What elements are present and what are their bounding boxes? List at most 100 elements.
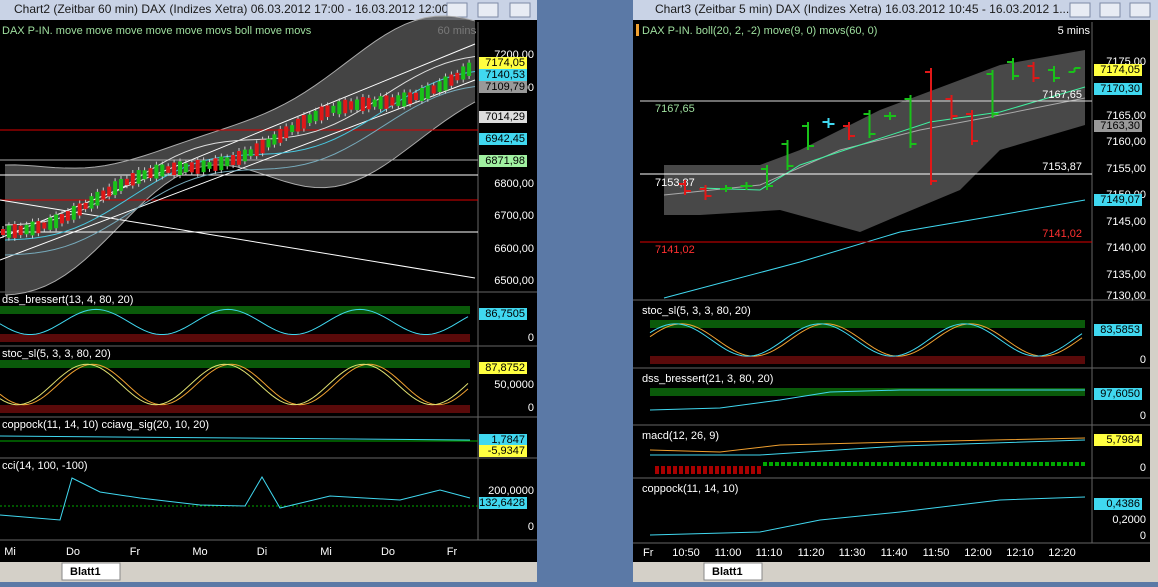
value-box <box>479 434 527 446</box>
indicator-line <box>0 363 469 406</box>
value-box <box>479 445 527 457</box>
candle <box>313 110 318 122</box>
indicator-label: dss_bressert(21, 3, 80, 20) <box>642 373 773 385</box>
candle <box>349 101 354 110</box>
trend-line <box>0 79 476 261</box>
value-box-label: 0,4386 <box>1106 498 1140 510</box>
x-axis-label: Fr <box>130 546 141 558</box>
candle <box>390 97 395 106</box>
candle <box>113 181 118 196</box>
histogram-bar <box>1045 462 1049 466</box>
sheet-tab[interactable] <box>61 562 121 581</box>
line-label: 7167,65 <box>1042 89 1082 101</box>
candle <box>148 168 153 179</box>
candle <box>254 143 259 157</box>
candle <box>207 162 212 169</box>
histogram-bar <box>967 462 971 466</box>
value-box <box>1094 498 1142 510</box>
histogram-bar <box>709 466 713 474</box>
close-button[interactable] <box>509 2 531 18</box>
value-box-label: 7149,07 <box>1100 194 1140 206</box>
histogram-bar <box>751 466 755 474</box>
candle <box>119 178 123 191</box>
candle <box>142 170 147 180</box>
value-box <box>479 308 527 320</box>
candle <box>172 162 177 176</box>
axis-label: 7165,00 <box>1106 110 1146 122</box>
value-box <box>1094 194 1142 206</box>
value-box-label: -5,9347 <box>488 445 525 457</box>
histogram-bar <box>661 466 665 474</box>
axis-label: 200,0000 <box>488 485 534 497</box>
histogram-bar <box>925 462 929 466</box>
candle <box>455 72 460 81</box>
histogram-bar <box>1051 462 1055 466</box>
candle <box>71 205 76 220</box>
histogram-bar <box>769 462 773 466</box>
value-box <box>1094 120 1142 132</box>
histogram-bar <box>781 462 785 466</box>
value-box-label: 6871,98 <box>485 155 525 167</box>
histogram-bar <box>937 462 941 466</box>
histogram-bar <box>943 462 947 466</box>
candle <box>242 149 247 162</box>
x-axis-label: 11:00 <box>715 547 742 559</box>
candle <box>325 105 330 118</box>
histogram-bar <box>1021 462 1025 466</box>
candle <box>183 163 188 173</box>
line-label: 7141,02 <box>1042 228 1082 240</box>
x-axis-label: 11:40 <box>881 547 908 559</box>
candle <box>65 211 70 221</box>
histogram-bar <box>1027 462 1031 466</box>
value-box-label: 7140,53 <box>485 69 525 81</box>
maximize-button[interactable] <box>1099 2 1121 18</box>
axis-label: 0 <box>1140 462 1146 474</box>
candle <box>178 161 182 176</box>
candle <box>48 217 53 230</box>
minimize-button[interactable] <box>1069 2 1091 18</box>
x-axis-label: Mi <box>4 546 16 558</box>
value-box-label: 6942,45 <box>485 133 525 145</box>
candle <box>107 186 112 197</box>
histogram-bar <box>691 466 695 474</box>
indicator-label: stoc_sl(5, 3, 3, 80, 20) <box>642 305 751 317</box>
maximize-button[interactable] <box>477 2 499 18</box>
candle <box>83 202 88 210</box>
histogram-bar <box>1039 462 1043 466</box>
indicator-list: DAX P-IN. boll(20, 2, -2) move(9, 0) mov… <box>642 25 877 37</box>
scrollbar[interactable] <box>1150 20 1158 562</box>
x-axis-label: Do <box>66 546 80 558</box>
candle <box>42 222 47 229</box>
value-box-label: 7170,30 <box>1100 83 1140 95</box>
line-label: 7167,65 <box>655 103 695 115</box>
indicator-label: coppock(11, 14, 10) cciavg_sig(20, 10, 2… <box>2 419 209 431</box>
candle <box>272 134 277 145</box>
candle <box>160 164 165 177</box>
close-button[interactable] <box>1129 2 1151 18</box>
candle <box>77 203 82 216</box>
candle <box>95 191 100 206</box>
title-bar <box>0 0 537 20</box>
histogram-bar <box>787 462 791 466</box>
interval-label: 5 mins <box>1058 25 1091 37</box>
axis-label: 50,0000 <box>494 379 534 391</box>
candle <box>337 101 342 115</box>
value-box-label: 7163,30 <box>1100 120 1140 132</box>
histogram-bar <box>979 462 983 466</box>
histogram-bar <box>919 462 923 466</box>
axis-label: 0 <box>528 521 534 533</box>
value-box-label: 86,7505 <box>485 308 525 320</box>
value-box <box>479 81 527 93</box>
histogram-bar <box>679 466 683 474</box>
window-title: Chart3 (Zeitbar 5 min) DAX (Indizes Xetr… <box>655 2 1069 16</box>
candle <box>213 158 218 171</box>
minimize-button[interactable] <box>446 2 468 18</box>
value-box-label: 97,6050 <box>1100 388 1140 400</box>
candle <box>248 149 253 157</box>
sheet-tab[interactable] <box>703 562 763 581</box>
histogram-bar <box>745 466 749 474</box>
indicator-label: macd(12, 26, 9) <box>642 430 719 442</box>
indicator-line <box>4 101 476 296</box>
candle <box>366 97 371 110</box>
axis-label: 7135,00 <box>1106 269 1146 281</box>
